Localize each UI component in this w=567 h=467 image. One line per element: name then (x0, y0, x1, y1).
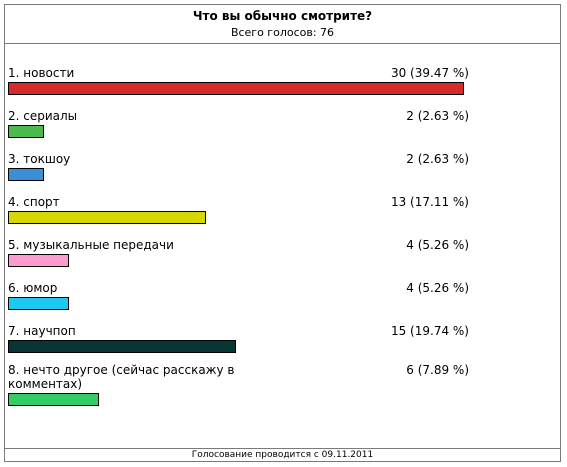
poll-option-label: 7. научпоп (8, 324, 76, 338)
poll-option-count: 30 (39.47 %) (390, 66, 469, 80)
poll-option-count: 4 (5.26 %) (406, 281, 469, 295)
poll-option-label: 5. музыкальные передачи (8, 238, 174, 252)
poll-option-bar (8, 340, 236, 353)
poll-option-count: 2 (2.63 %) (406, 109, 469, 123)
poll-option-count: 13 (17.11 %) (390, 195, 469, 209)
poll-total-votes: Всего голосов: 76 (230, 26, 335, 39)
poll-option-label: 1. новости (8, 66, 75, 80)
poll-option-bar (8, 393, 99, 406)
poll-option-label: 6. юмор (8, 281, 58, 295)
poll-option-label: 8. нечто другое (сейчас расскажу в комме… (8, 363, 235, 391)
poll-option-bar (8, 297, 69, 310)
poll-option-bar (8, 82, 464, 95)
poll-footer: Голосование проводится с 09.11.2011 (5, 448, 560, 462)
poll-option-label: 3. токшоу (8, 152, 71, 166)
poll-option-count: 15 (19.74 %) (390, 324, 469, 338)
poll-option-count: 4 (5.26 %) (406, 238, 469, 252)
poll-option-count: 6 (7.89 %) (406, 363, 469, 377)
poll-option-bar (8, 168, 44, 181)
poll-widget: Что вы обычно смотрите? Всего голосов: 7… (4, 4, 561, 462)
poll-header: Что вы обычно смотрите? Всего голосов: 7… (5, 5, 560, 44)
poll-title: Что вы обычно смотрите? (192, 9, 373, 23)
poll-option-bar (8, 211, 206, 224)
poll-option-label: 2. сериалы (8, 109, 78, 123)
poll-option-bar (8, 254, 69, 267)
poll-option-label: 4. спорт (8, 195, 60, 209)
poll-option-bar (8, 125, 44, 138)
poll-option-count: 2 (2.63 %) (406, 152, 469, 166)
